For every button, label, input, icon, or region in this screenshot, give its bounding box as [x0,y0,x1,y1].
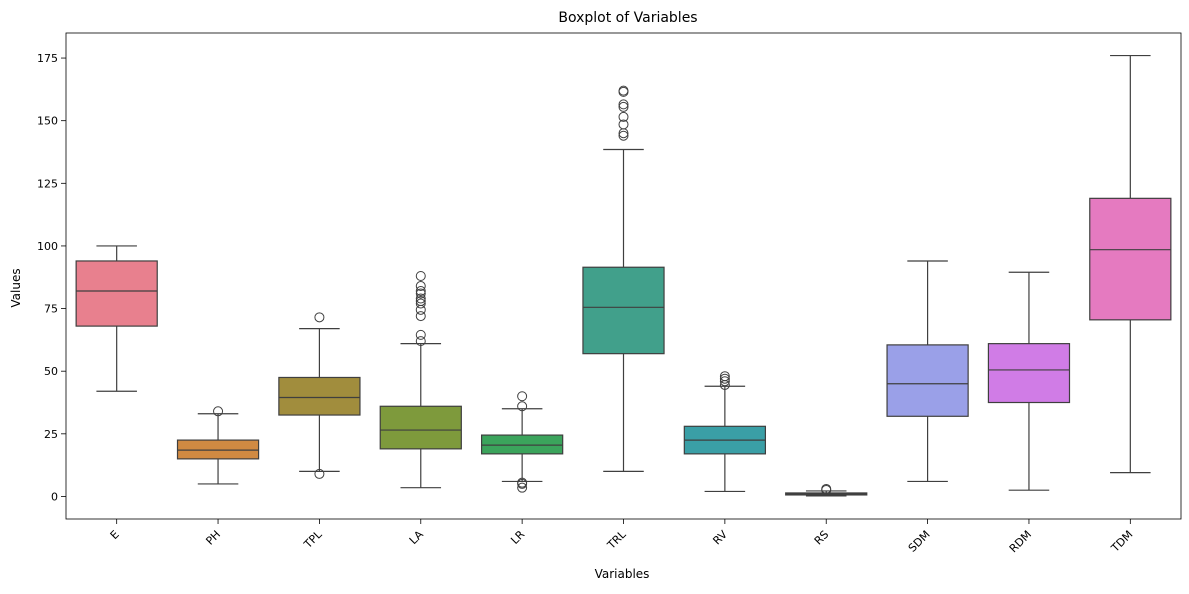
box-ph [176,439,260,460]
outlier-point [415,271,426,281]
y-axis-label: Values [9,268,23,307]
outlier-point [415,311,426,322]
x-tick-label: E [108,528,122,542]
outlier-point [618,85,629,96]
outlier-point [821,483,832,494]
outlier-point [719,373,730,384]
box-e [75,260,158,327]
outlier-point [415,336,426,347]
outlier-point [618,111,629,122]
outlier-point [415,286,426,297]
outlier-point [517,401,528,412]
outlier-point [618,99,629,110]
x-tick-label: RS [812,528,832,548]
y-tick-label: 50 [44,365,58,378]
outlier-point [415,293,426,304]
outlier-point [618,119,629,130]
outlier-point [314,468,325,479]
y-tick-label: 150 [37,115,58,128]
y-tick-label: 175 [37,52,58,65]
y-tick-label: 25 [44,428,58,441]
outlier-point [719,371,730,382]
box-tdm [1089,197,1172,321]
outlier-point [213,406,224,417]
x-tick-label: LR [508,528,527,547]
x-tick-label: TDM [1108,528,1135,555]
outlier-point [517,477,528,488]
box-lr [480,434,564,455]
box-tpl [278,376,361,416]
x-tick-label: TRL [604,527,629,552]
y-tick-label: 75 [44,303,58,316]
outlier-point [517,391,528,402]
outlier-point [618,101,629,112]
outlier-point [314,312,325,323]
y-tick-label: 0 [51,490,58,503]
outlier-point [719,376,730,387]
outlier-point [415,296,426,307]
outlier-point [415,288,426,299]
x-axis-label: Variables [595,567,650,581]
chart-title: Boxplot of Variables [558,10,697,26]
box-la [379,405,462,450]
box-trl [582,266,665,355]
x-tick-label: LA [407,528,426,547]
y-tick-label: 125 [37,177,58,190]
box-rdm [987,343,1071,404]
x-tick-label: SDM [906,528,933,555]
x-tick-label: RV [710,528,730,548]
outlier-point [618,130,629,141]
outlier-point [415,329,426,340]
x-tick-label: RDM [1007,528,1034,555]
box-sdm [886,344,969,417]
x-tick-label: PH [203,528,223,548]
plot-frame [65,32,1182,520]
outlier-point [415,281,426,292]
plot-area: 0 25 50 75 100 125 150 175 E PH TPL LA LR TRL RV RS SDM R… [37,32,1182,555]
outlier-point [415,298,426,309]
y-tick-label: 100 [37,240,58,253]
outlier-point [517,482,528,493]
x-tick-label: TPL [301,527,325,551]
